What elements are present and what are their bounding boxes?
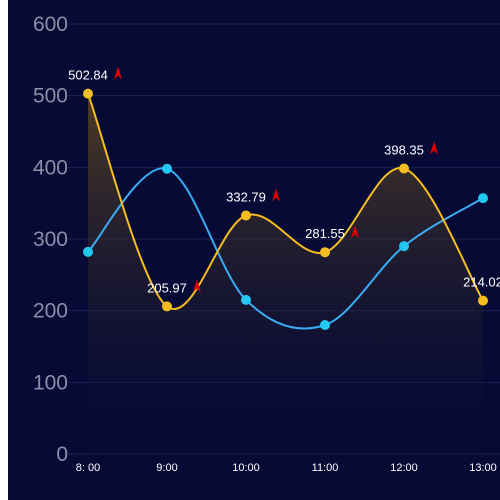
data-label: 281.55 [305,226,345,241]
data-label: 205.97 [147,280,187,295]
data-point[interactable] [241,210,251,221]
x-tick-label: 10:00 [232,462,260,474]
data-point[interactable] [399,163,409,174]
y-tick-label: 300 [33,228,68,251]
data-point[interactable] [478,295,488,306]
y-axis: 0 100 200 300 400 500 600 [33,13,68,466]
y-tick-label: 200 [33,300,68,323]
y-tick-label: 400 [33,156,68,179]
up-arrow-icon [114,66,122,80]
data-point[interactable] [83,246,93,257]
y-tick-label: 500 [33,85,68,108]
up-arrow-icon [272,188,280,202]
area-fill [88,93,483,454]
data-label: 332.79 [226,190,266,205]
data-point[interactable] [83,88,93,99]
data-point[interactable] [241,294,251,305]
x-axis: 8: 00 9:00 10:00 11:00 12:00 13:00 [76,462,497,474]
line-series-0 [87,93,484,310]
up-arrow-icon [430,141,438,155]
y-tick-label: 100 [33,371,68,394]
x-tick-label: 12:00 [390,462,418,474]
data-points [83,88,488,330]
area-series-0 [88,93,483,454]
data-point[interactable] [478,193,488,204]
data-label: 502.84 [68,68,108,83]
x-tick-label: 13:00 [469,462,497,474]
data-point[interactable] [162,163,172,174]
up-arrow-icon [193,279,201,293]
y-tick-label: 600 [33,13,68,36]
y-tick-label: 0 [56,443,68,466]
data-point[interactable] [320,320,330,330]
x-tick-label: 11:00 [312,462,339,474]
x-tick-label: 9:00 [156,462,177,474]
data-label: 214.02 [463,275,500,290]
up-arrow-icon [351,225,359,239]
data-label: 398.35 [384,143,424,158]
data-point[interactable] [320,247,330,258]
data-labels: 502.84 205.97 332.79 281.55 398.35 214.02 [68,66,500,295]
x-tick-label: 8: 00 [76,462,100,474]
data-point[interactable] [399,241,409,252]
data-point[interactable] [162,301,172,312]
